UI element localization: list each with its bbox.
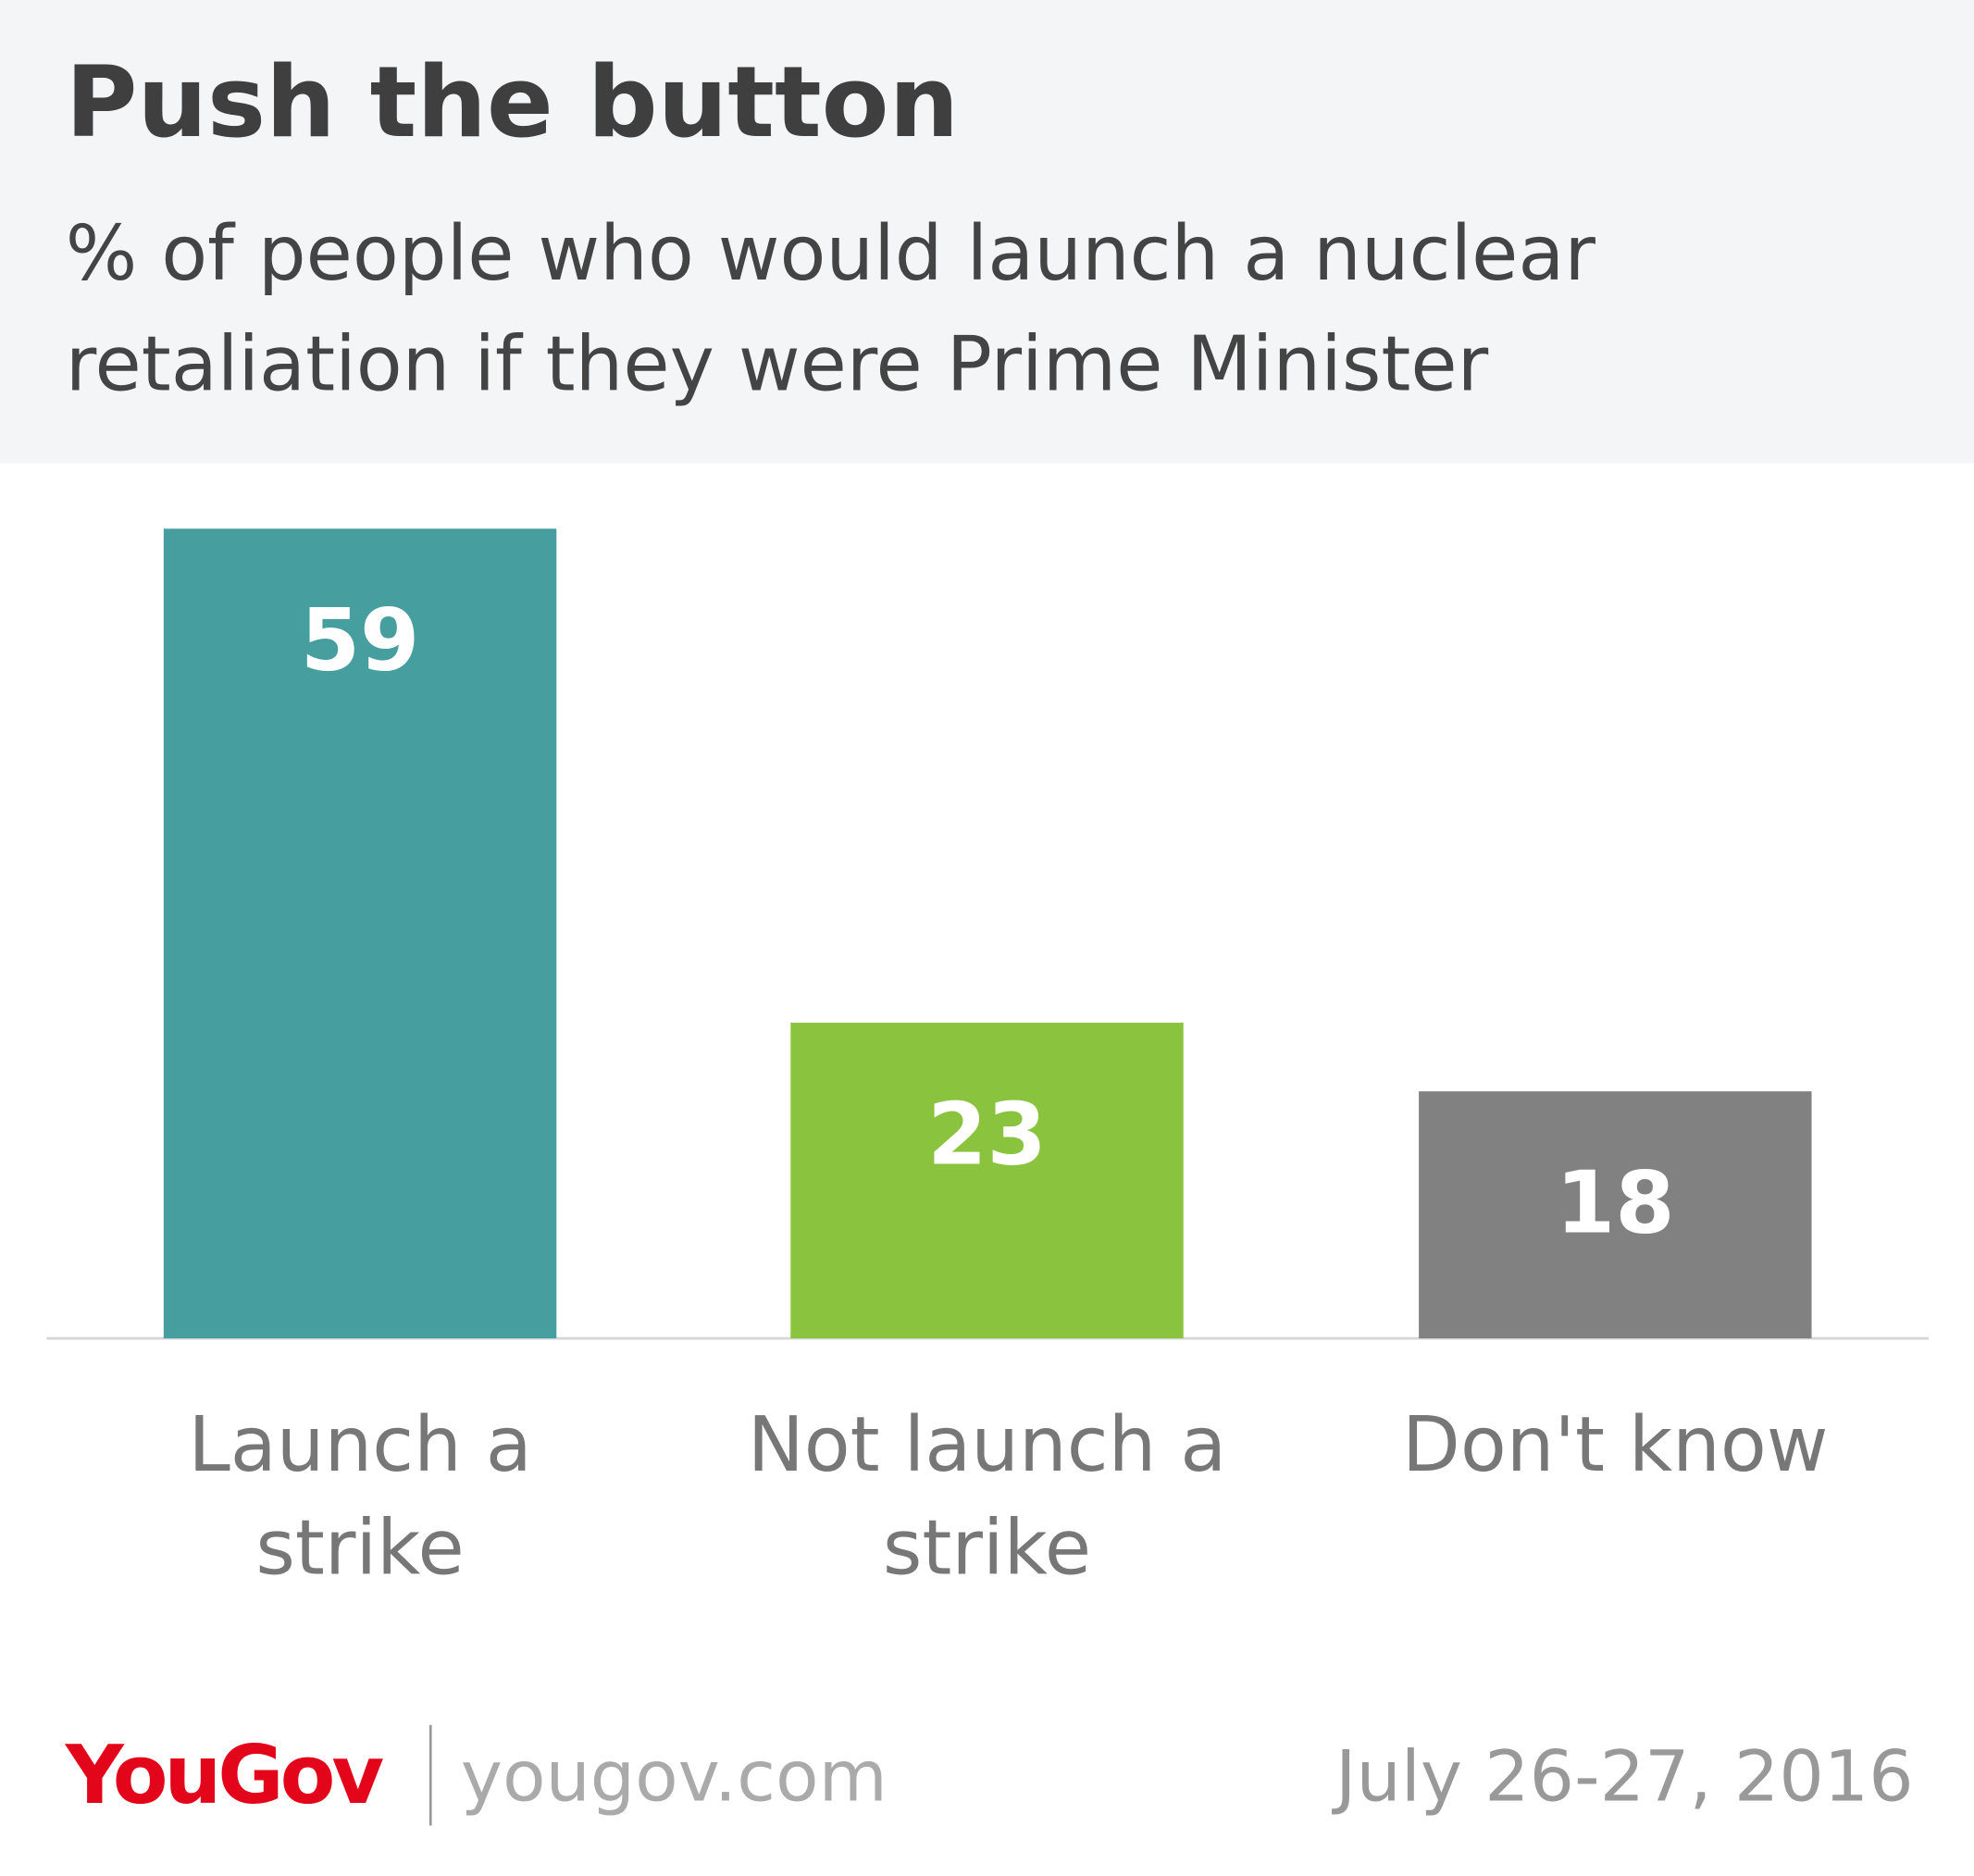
text-line: strike [255,1504,464,1592]
text-line: strike [883,1504,1091,1592]
brand-logo: YouGov [65,1728,384,1822]
bar [163,528,557,1339]
value-label: 23 [927,1084,1047,1184]
bar [1419,1091,1812,1339]
chart-title: Push the button [66,46,959,160]
text-line: retaliation if they were Prime Minister [66,321,1489,409]
website: yougov.com [461,1734,888,1817]
text-line: Don't know [1402,1401,1829,1489]
text-line: % of people who would launch a nuclear [66,210,1596,298]
value-label: 59 [301,590,420,690]
text-line: Launch a [188,1401,531,1489]
header-background [0,0,1974,464]
date: July 26-27, 2016 [1332,1734,1914,1817]
value-label: 18 [1556,1153,1675,1253]
text-line: Not launch a [748,1401,1227,1489]
chart-subtitle: % of people who would launch a nuclear re… [66,210,1596,409]
x-tick-label: Not launch a strike [748,1401,1227,1593]
x-tick-label: Launch a strike [188,1401,531,1593]
x-tick-label: Don't know [1402,1401,1829,1489]
bar [790,1023,1184,1339]
